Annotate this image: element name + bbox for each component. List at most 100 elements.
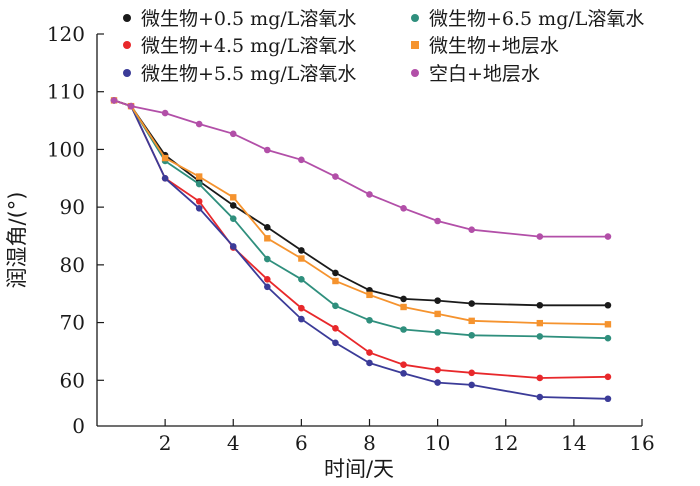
data-point xyxy=(366,359,373,367)
data-point xyxy=(536,233,544,240)
data-point xyxy=(332,339,339,347)
legend-marker xyxy=(123,69,131,77)
y-tick-label: 110 xyxy=(47,80,85,104)
legend-item: 微生物+0.5 mg/L溶氧水 xyxy=(123,8,356,30)
data-point xyxy=(195,173,203,180)
data-point xyxy=(230,194,237,201)
legend-item: 微生物+5.5 mg/L溶氧水 xyxy=(123,63,356,85)
series-2 xyxy=(110,97,612,382)
data-point xyxy=(332,325,339,332)
axes xyxy=(96,34,642,427)
data-point xyxy=(161,174,169,182)
data-point xyxy=(229,202,237,209)
data-point xyxy=(195,204,203,212)
data-point xyxy=(536,301,544,309)
series-line xyxy=(113,99,608,340)
legend-label: 微生物+5.5 mg/L溶氧水 xyxy=(141,63,356,85)
data-point xyxy=(264,146,271,154)
data-point xyxy=(400,361,407,369)
x-tick-label: 8 xyxy=(363,431,376,455)
data-point xyxy=(229,215,237,222)
y-tick-label: 90 xyxy=(60,195,85,219)
data-point xyxy=(366,349,373,356)
data-point xyxy=(468,226,475,233)
data-point xyxy=(468,300,475,307)
data-point xyxy=(264,255,271,263)
data-point xyxy=(434,297,441,304)
data-point xyxy=(604,233,612,240)
data-point xyxy=(400,295,407,303)
x-tick-label: 14 xyxy=(561,431,586,455)
series-1 xyxy=(110,97,612,309)
series-line xyxy=(113,99,608,326)
legend-marker xyxy=(411,14,419,22)
data-point xyxy=(366,191,373,198)
data-point xyxy=(332,269,339,277)
series-3 xyxy=(110,97,612,403)
data-point xyxy=(161,109,169,117)
series-line xyxy=(113,99,608,400)
data-point xyxy=(434,366,441,374)
data-point xyxy=(468,369,475,377)
data-point xyxy=(468,381,475,389)
data-point xyxy=(468,331,475,339)
data-point xyxy=(366,316,373,324)
data-point xyxy=(400,303,407,311)
data-point xyxy=(434,310,441,318)
x-tick-label: 4 xyxy=(227,431,240,455)
series-line xyxy=(113,99,608,307)
y-tick-label: 60 xyxy=(60,368,85,392)
data-point xyxy=(604,301,612,309)
data-point xyxy=(161,154,169,162)
data-point xyxy=(434,379,441,386)
data-point xyxy=(195,180,203,188)
data-point xyxy=(195,120,203,128)
legend-marker xyxy=(411,41,419,49)
data-point xyxy=(434,217,441,225)
y-axis-title: 润湿角/(°) xyxy=(5,192,29,289)
legend-item: 微生物+4.5 mg/L溶氧水 xyxy=(123,35,356,57)
data-point xyxy=(229,243,237,250)
data-point xyxy=(298,304,305,312)
legend-marker xyxy=(123,14,131,22)
series-line xyxy=(113,99,608,238)
x-tick-label: 12 xyxy=(493,431,518,455)
y-tick-label: 120 xyxy=(47,22,85,46)
data-point xyxy=(468,317,475,325)
legend-marker xyxy=(411,69,419,77)
data-point xyxy=(604,334,612,342)
data-point xyxy=(536,393,544,401)
data-point xyxy=(400,326,407,333)
series-lines xyxy=(110,97,612,403)
data-point xyxy=(110,97,118,104)
data-point xyxy=(332,302,339,310)
data-point xyxy=(264,283,271,291)
data-point xyxy=(400,370,407,377)
x-tick-label: 16 xyxy=(629,431,654,455)
legend-label: 微生物+4.5 mg/L溶氧水 xyxy=(141,35,356,57)
data-point xyxy=(298,255,305,262)
legend-label: 微生物+地层水 xyxy=(429,35,559,57)
legend-item: 空白+地层水 xyxy=(411,63,540,85)
data-point xyxy=(298,247,305,254)
y-tick-label: 0 xyxy=(72,414,85,438)
data-point xyxy=(229,130,237,138)
series-6 xyxy=(110,97,612,240)
data-point xyxy=(536,333,544,340)
x-tick-label: 2 xyxy=(159,431,172,455)
data-point xyxy=(434,329,441,336)
data-point xyxy=(332,173,339,180)
series-5 xyxy=(110,97,612,328)
legend-label: 微生物+0.5 mg/L溶氧水 xyxy=(141,8,356,30)
data-point xyxy=(604,395,612,403)
x-tick-label: 6 xyxy=(295,431,308,455)
axis-ticks: 2 4 6 8 10 12 14 16 0 60 70 80 90 100 110 120 xyxy=(47,22,655,455)
y-tick-label: 100 xyxy=(47,137,85,161)
data-point xyxy=(536,374,544,382)
data-point xyxy=(298,315,305,323)
legend-label: 空白+地层水 xyxy=(429,63,540,85)
legend-label: 微生物+6.5 mg/L溶氧水 xyxy=(429,8,644,30)
data-point xyxy=(332,277,339,285)
x-tick-label: 10 xyxy=(425,431,450,455)
